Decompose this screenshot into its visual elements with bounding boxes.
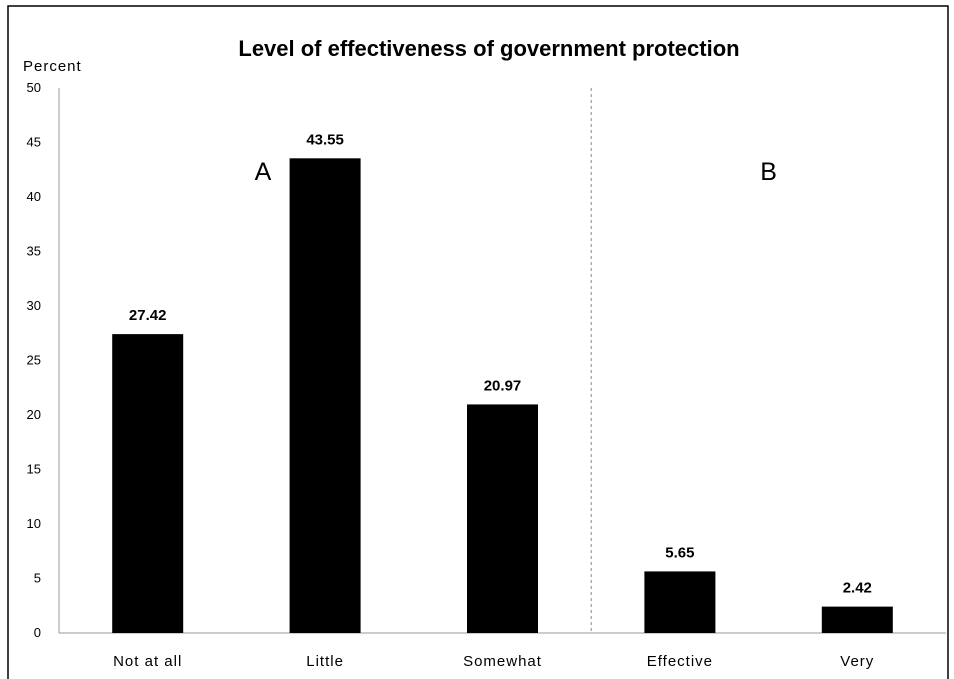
chart-title: Level of effectiveness of government pro… bbox=[238, 36, 739, 61]
x-tick-label: Little bbox=[306, 653, 344, 670]
x-tick-labels: Not at all Little Somewhat Effective Very bbox=[113, 653, 874, 670]
x-tick-label: Very bbox=[840, 653, 874, 670]
bar bbox=[644, 571, 716, 633]
x-tick-label: Effective bbox=[647, 653, 713, 670]
y-tick-label: 10 bbox=[27, 516, 41, 531]
bar bbox=[821, 606, 893, 633]
y-tick-label: 20 bbox=[27, 407, 41, 422]
x-tick-label: Somewhat bbox=[463, 653, 542, 670]
data-label: 43.55 bbox=[306, 131, 344, 148]
data-labels: 27.42 43.55 20.97 5.65 2.42 bbox=[129, 131, 872, 596]
group-label: A bbox=[255, 158, 272, 186]
y-tick-label: 30 bbox=[27, 298, 41, 313]
bar bbox=[467, 404, 538, 633]
x-tick-label: Not at all bbox=[113, 653, 182, 670]
group-label: B bbox=[760, 158, 777, 186]
y-tick-label: 15 bbox=[27, 462, 41, 477]
y-tick-label: 35 bbox=[27, 244, 41, 259]
y-tick-label: 5 bbox=[34, 571, 41, 586]
bar-series bbox=[112, 158, 893, 633]
y-tick-label: 50 bbox=[27, 80, 41, 95]
y-axis-label: Percent bbox=[23, 58, 82, 75]
y-tick-label: 40 bbox=[27, 189, 41, 204]
data-label: 5.65 bbox=[665, 544, 694, 561]
y-tick-labels: 0 5 10 15 20 25 30 35 40 45 50 bbox=[27, 80, 41, 640]
data-label: 27.42 bbox=[129, 307, 167, 324]
bar bbox=[112, 334, 184, 633]
bar bbox=[289, 158, 361, 633]
y-tick-label: 45 bbox=[27, 135, 41, 150]
y-tick-label: 25 bbox=[27, 353, 41, 368]
y-tick-label: 0 bbox=[34, 625, 41, 640]
data-label: 20.97 bbox=[484, 377, 522, 394]
data-label: 2.42 bbox=[843, 580, 872, 597]
